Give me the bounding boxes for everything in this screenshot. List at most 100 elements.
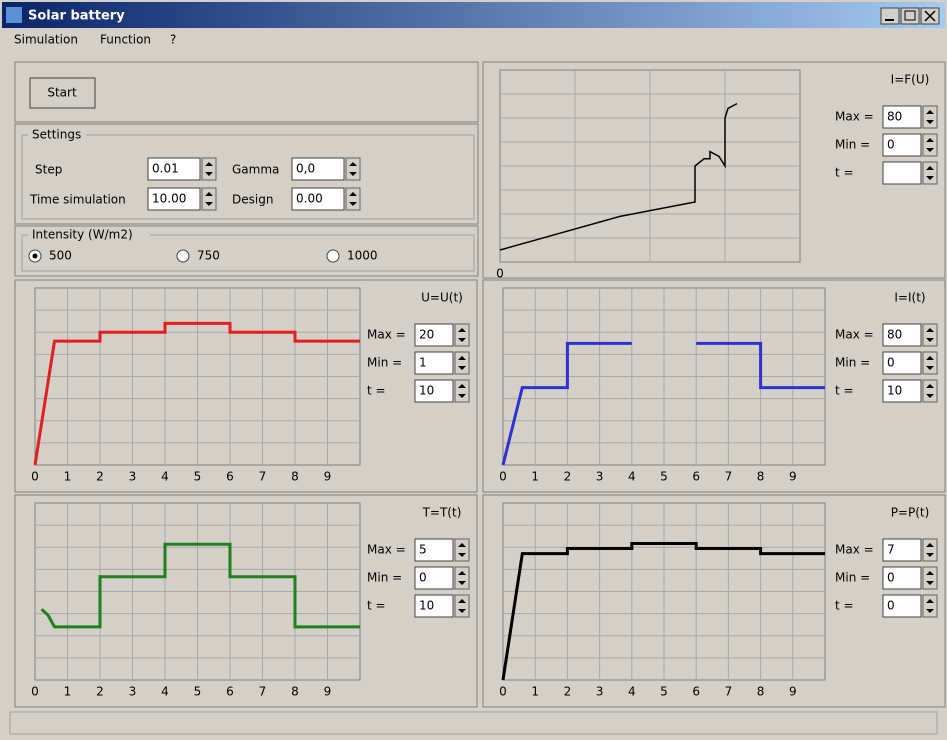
radio-label[interactable]: 500 (49, 249, 72, 263)
x-tick-label: 6 (692, 685, 700, 699)
radio-label[interactable]: 1000 (347, 249, 378, 263)
control-label: Min = (835, 571, 870, 585)
plot-title: P=P(t) (891, 506, 930, 520)
x-tick-label: 6 (692, 470, 700, 484)
x-tick-label: 1 (64, 470, 72, 484)
control-label: Max = (367, 543, 406, 557)
x-tick-label: 8 (291, 470, 299, 484)
x-tick-label: 5 (660, 685, 668, 699)
control-input-value[interactable]: 7 (887, 543, 895, 557)
x-tick-label: 4 (161, 470, 169, 484)
x-tick-label: 9 (789, 685, 797, 699)
x-tick-label: 3 (596, 470, 604, 484)
menu-item[interactable]: Function (100, 33, 151, 47)
spin-button[interactable] (923, 352, 937, 374)
control-input-value[interactable]: 0 (887, 138, 895, 152)
control-label: Max = (367, 328, 406, 342)
control-input-value[interactable]: 10 (419, 384, 434, 398)
control-input-value[interactable]: 10 (887, 384, 902, 398)
spin-button[interactable] (923, 539, 937, 561)
spin-button[interactable] (346, 188, 360, 210)
control-input[interactable] (883, 162, 921, 184)
settings-title: Settings (32, 128, 81, 142)
radio-button[interactable] (177, 250, 189, 262)
spin-button[interactable] (923, 567, 937, 589)
x-tick-label: 0 (496, 267, 504, 281)
control-label: Max = (835, 328, 874, 342)
x-tick-label: 8 (757, 470, 765, 484)
x-tick-label: 8 (757, 685, 765, 699)
control-input-value[interactable]: 80 (887, 328, 902, 342)
plot-title: U=U(t) (421, 291, 463, 305)
app-icon (6, 7, 22, 23)
window-title: Solar battery (28, 9, 125, 24)
control-label: Max = (835, 543, 874, 557)
control-input-value[interactable]: 20 (419, 328, 434, 342)
spin-button[interactable] (455, 380, 469, 402)
x-tick-label: 2 (564, 470, 572, 484)
radio-button[interactable] (327, 250, 339, 262)
spin-button[interactable] (455, 324, 469, 346)
x-tick-label: 4 (628, 470, 636, 484)
control-label: t = (835, 166, 854, 180)
control-input-value[interactable]: 0 (887, 599, 895, 613)
field-label: Time simulation (29, 193, 126, 207)
x-tick-label: 7 (259, 685, 267, 699)
x-tick-label: 9 (789, 470, 797, 484)
control-input-value[interactable]: 1 (419, 356, 427, 370)
menu-item[interactable]: ? (170, 33, 176, 47)
control-input-value[interactable]: 10 (419, 599, 434, 613)
start-button-label[interactable]: Start (47, 86, 77, 100)
spin-button[interactable] (455, 595, 469, 617)
x-tick-label: 2 (564, 685, 572, 699)
title-bar (2, 2, 945, 28)
window: Solar battery Simulation Function ? Star… (0, 0, 947, 740)
x-tick-label: 5 (660, 470, 668, 484)
spin-button[interactable] (455, 567, 469, 589)
x-tick-label: 3 (129, 470, 137, 484)
menu-item[interactable]: Simulation (14, 33, 78, 47)
x-tick-label: 5 (194, 470, 202, 484)
control-input-value[interactable]: 0 (419, 571, 427, 585)
x-tick-label: 6 (226, 685, 234, 699)
x-tick-label: 0 (31, 685, 39, 699)
control-label: t = (367, 384, 386, 398)
field-input-value[interactable]: 0,0 (296, 162, 315, 176)
minimize-button[interactable] (881, 8, 899, 24)
spin-button[interactable] (923, 324, 937, 346)
spin-button[interactable] (202, 188, 216, 210)
x-tick-label: 9 (324, 685, 332, 699)
spin-button[interactable] (923, 106, 937, 128)
intensity-title: Intensity (W/m2) (32, 228, 133, 242)
control-label: t = (835, 599, 854, 613)
field-input-value[interactable]: 0.00 (296, 192, 323, 206)
spin-button[interactable] (346, 158, 360, 180)
spin-button[interactable] (455, 352, 469, 374)
control-input-value[interactable]: 80 (887, 110, 902, 124)
maximize-button[interactable] (901, 8, 919, 24)
x-tick-label: 5 (194, 685, 202, 699)
x-tick-label: 4 (161, 685, 169, 699)
x-tick-label: 0 (31, 470, 39, 484)
field-input-value[interactable]: 10.00 (152, 192, 186, 206)
x-tick-label: 7 (725, 685, 733, 699)
spin-button[interactable] (923, 595, 937, 617)
x-tick-label: 4 (628, 685, 636, 699)
control-input-value[interactable]: 5 (419, 543, 427, 557)
field-input-value[interactable]: 0.01 (152, 162, 179, 176)
field-label: Design (232, 193, 273, 207)
control-input-value[interactable]: 0 (887, 356, 895, 370)
x-tick-label: 3 (596, 685, 604, 699)
spin-button[interactable] (923, 162, 937, 184)
x-tick-label: 3 (129, 685, 137, 699)
control-label: Min = (835, 138, 870, 152)
window-buttons[interactable] (881, 8, 939, 24)
radio-label[interactable]: 750 (197, 249, 220, 263)
x-tick-label: 7 (725, 470, 733, 484)
spin-button[interactable] (455, 539, 469, 561)
spin-button[interactable] (923, 134, 937, 156)
spin-button[interactable] (202, 158, 216, 180)
control-input-value[interactable]: 0 (887, 571, 895, 585)
x-tick-label: 9 (324, 470, 332, 484)
spin-button[interactable] (923, 380, 937, 402)
